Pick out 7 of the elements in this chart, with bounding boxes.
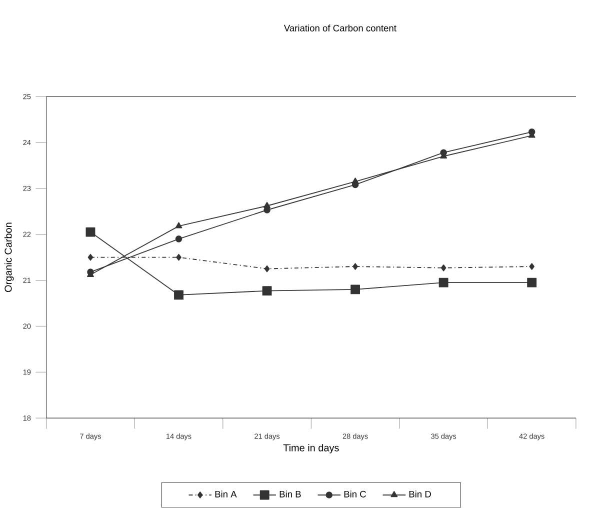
legend-label: Bin C	[344, 490, 366, 498]
x-axis-title: Time in days	[283, 444, 339, 454]
legend-label: Bin D	[409, 490, 431, 498]
legend-label: Bin B	[280, 490, 301, 498]
y-axis-title: Organic Carbon	[4, 222, 14, 292]
chart-title: Variation of Carbon content	[284, 24, 396, 32]
legend-label: Bin A	[215, 490, 237, 498]
